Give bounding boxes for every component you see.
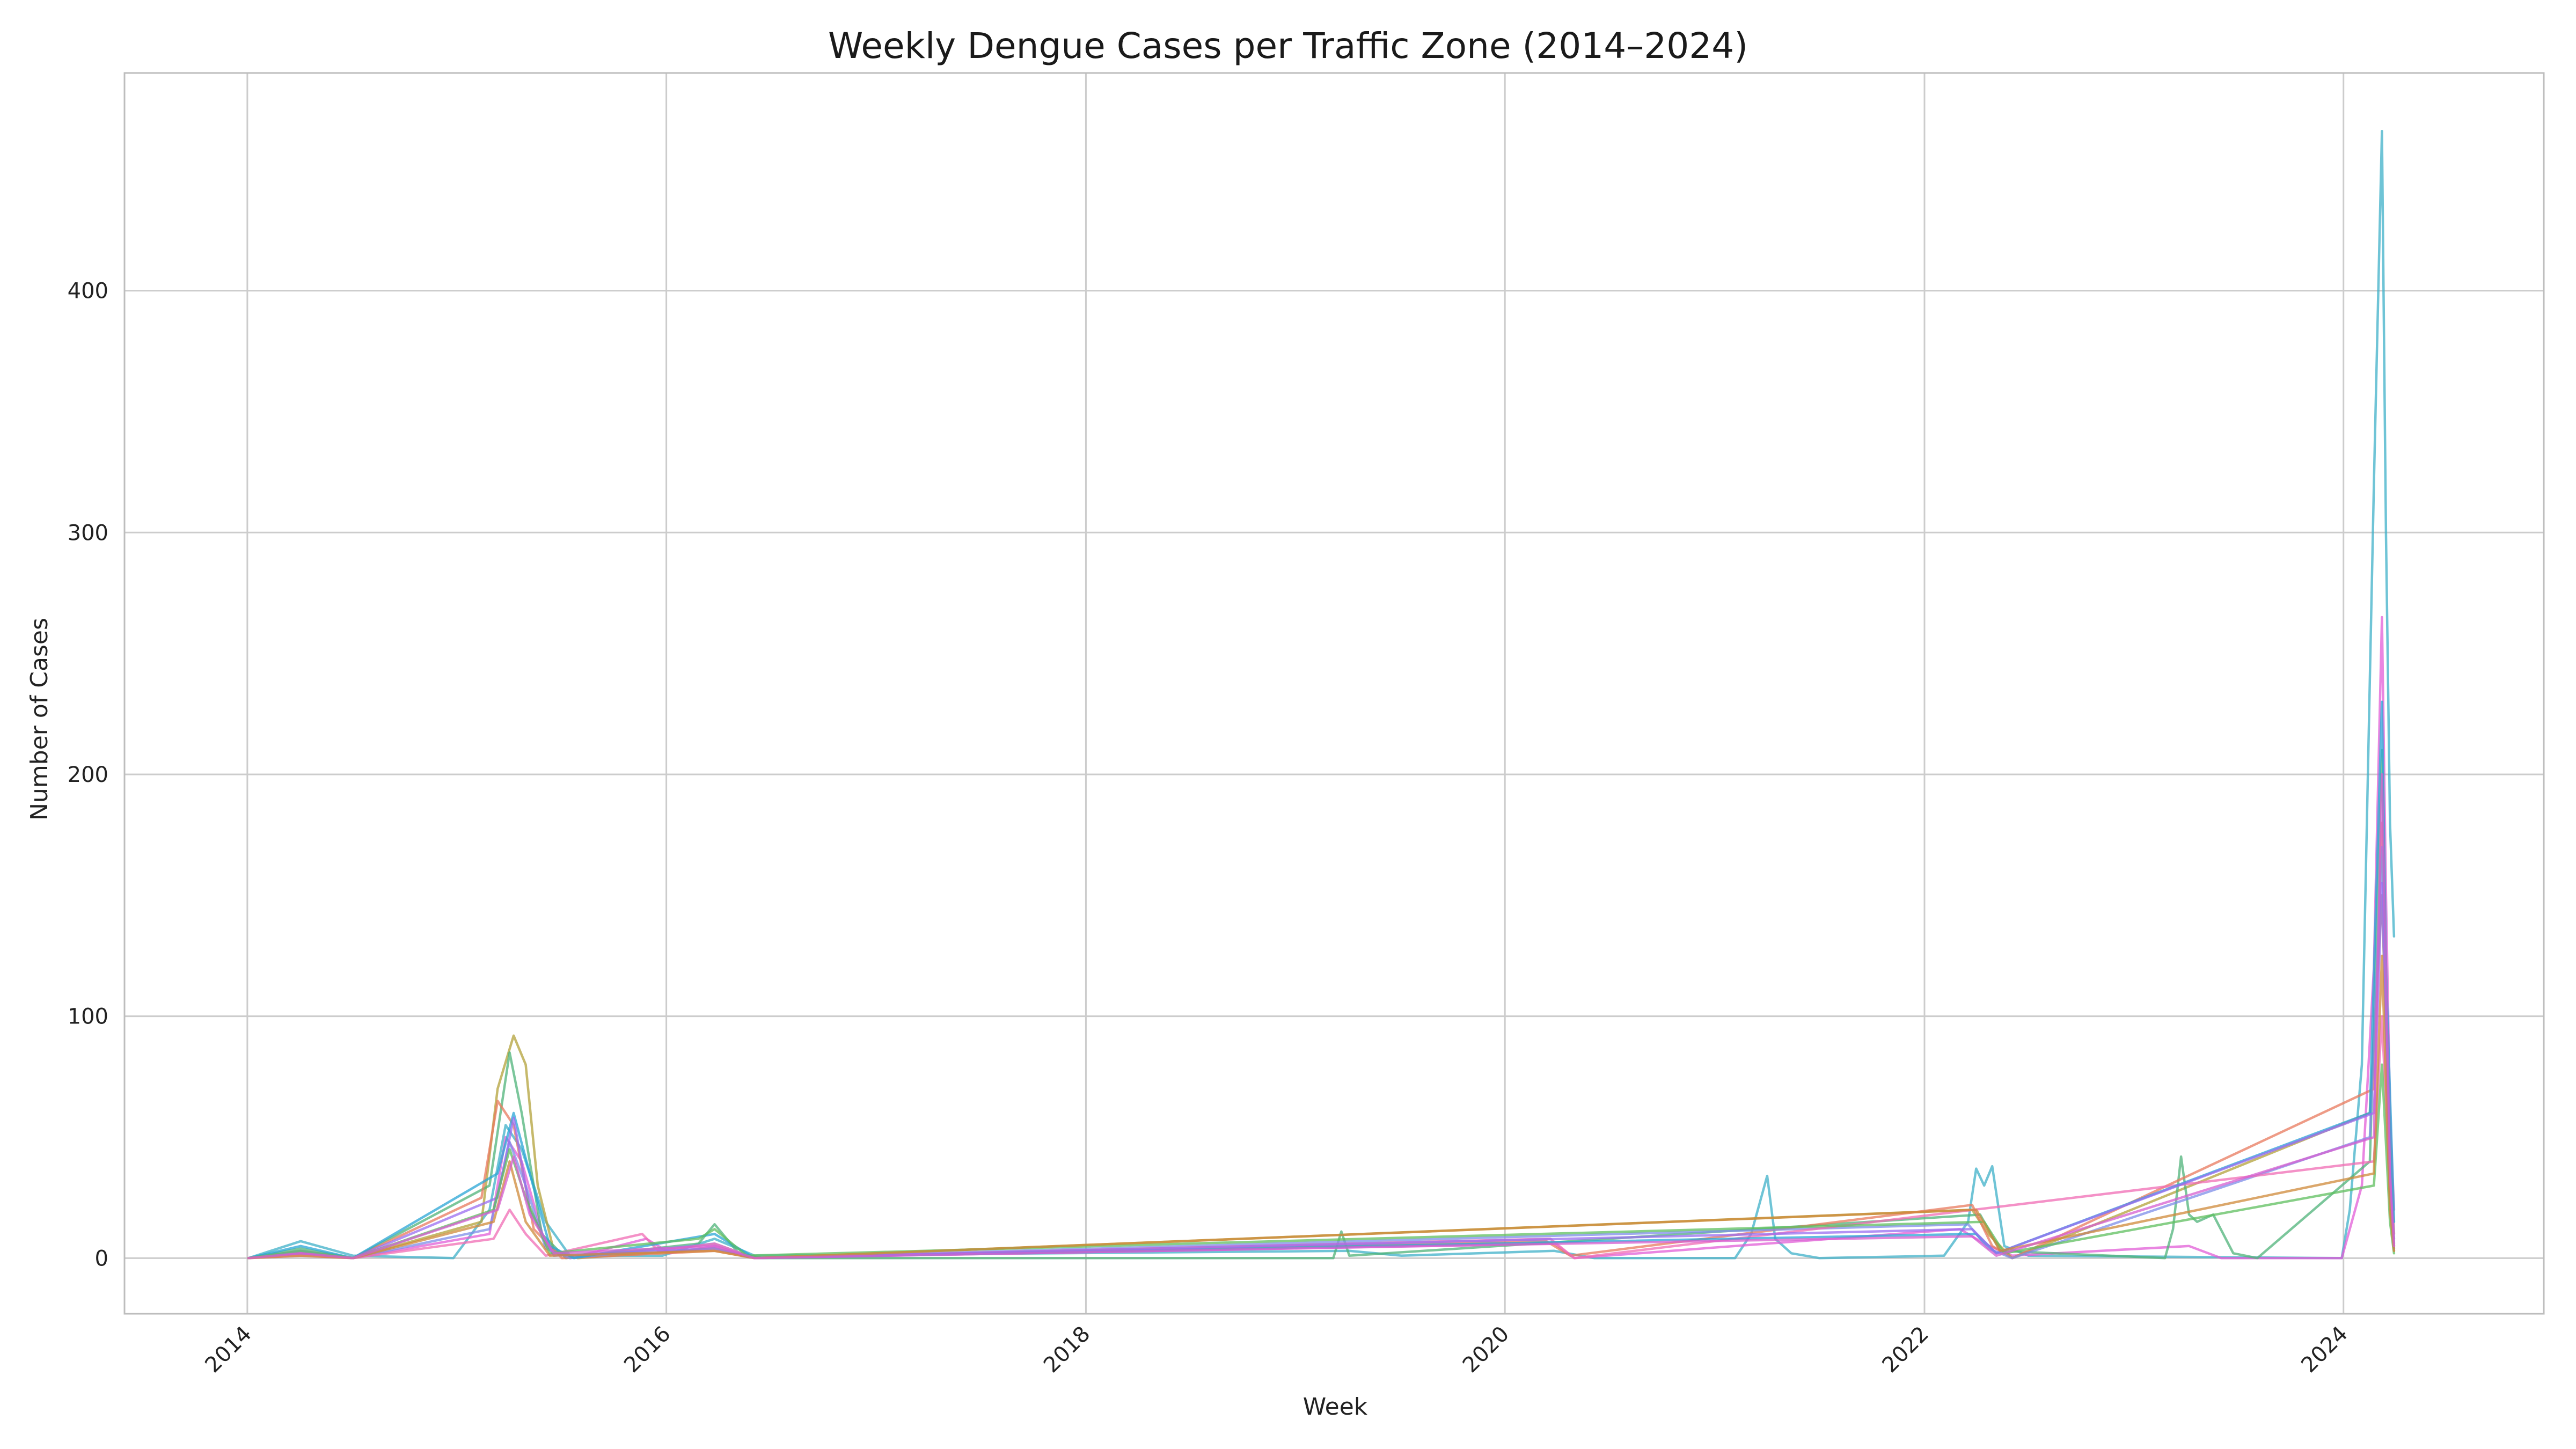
y-tick-label: 300 bbox=[68, 521, 108, 545]
y-tick-label: 0 bbox=[95, 1246, 108, 1271]
y-tick-label: 400 bbox=[68, 279, 108, 304]
series-line-8 bbox=[247, 700, 2396, 1260]
chart-title: Weekly Dengue Cases per Traffic Zone (20… bbox=[828, 25, 1748, 67]
y-axis-label: Number of Cases bbox=[26, 618, 53, 821]
y-axis-ticks: 0 100 200 300 400 bbox=[68, 279, 108, 1271]
y-tick-label: 200 bbox=[68, 763, 108, 787]
grid-lines bbox=[125, 73, 2544, 1314]
data-series bbox=[247, 129, 2396, 1260]
series-line-4 bbox=[247, 749, 2396, 1260]
y-tick-label: 100 bbox=[68, 1005, 108, 1029]
plot-area-frame bbox=[123, 72, 2545, 1315]
x-axis-label: Week bbox=[1303, 1393, 1368, 1421]
series-line-12 bbox=[247, 773, 2396, 1260]
series-line-9 bbox=[247, 882, 2396, 1260]
series-line-11 bbox=[247, 954, 2396, 1260]
series-line-1 bbox=[247, 129, 2396, 1260]
